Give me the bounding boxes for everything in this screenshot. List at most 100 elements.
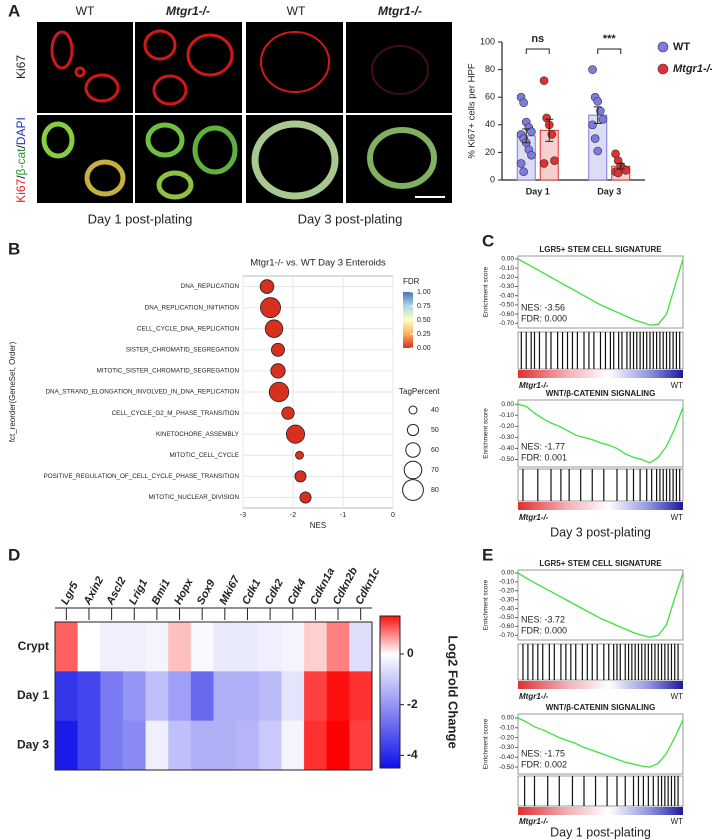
caption: Day 3 post-plating xyxy=(298,211,403,226)
dot xyxy=(271,342,285,357)
size-legend-marker xyxy=(408,405,418,415)
heat-cell xyxy=(55,720,78,771)
heat-cell xyxy=(77,720,101,771)
legend-label: WT xyxy=(673,41,690,53)
annotation: NES: -3.56 xyxy=(521,302,565,312)
heat-cell xyxy=(304,671,328,721)
stain-part: / xyxy=(14,145,28,149)
rank-gradient xyxy=(518,681,683,689)
colorbar-label: 1.00 xyxy=(417,289,431,296)
dot xyxy=(294,470,307,483)
size-legend-label: 70 xyxy=(431,467,439,474)
row-label: Crypt xyxy=(18,639,49,653)
heat-cell xyxy=(236,671,260,721)
colorbar xyxy=(403,292,413,348)
y-tick-label: -0.10 xyxy=(499,725,514,732)
heat-cell xyxy=(281,622,305,672)
dot xyxy=(299,491,312,504)
y-tick-label: CELL_CYCLE_DNA_REPLICATION xyxy=(137,325,240,332)
annotation: *** xyxy=(603,33,617,45)
heat-cell xyxy=(122,622,146,672)
panel-label: D xyxy=(8,545,20,564)
x-tick-label: Day 3 xyxy=(597,186,621,196)
heatmap-frame xyxy=(54,621,373,771)
caption: Day 1 post-plating xyxy=(88,211,193,226)
heat-cell xyxy=(55,671,78,721)
stain-part: Ki67 xyxy=(14,178,28,202)
column-label: WT xyxy=(76,4,95,18)
heat-cell xyxy=(168,671,192,721)
annotation: ns xyxy=(531,33,544,45)
dot xyxy=(268,381,290,403)
row-label: Ki67 xyxy=(14,55,28,79)
micrographs: WT Mtgr1-/- WT Mtgr1-/- Ki67 Ki67/β-cat/… xyxy=(14,4,452,226)
enrichment-line xyxy=(517,403,684,464)
data-point xyxy=(519,167,528,177)
stain-ki67 xyxy=(50,29,429,106)
y-tick-label: -0.60 xyxy=(499,623,514,630)
y-tick-label: 0.00 xyxy=(501,715,514,722)
x-tick-label: -2 xyxy=(290,512,296,519)
y-axis-label: Enrichment score xyxy=(483,579,490,630)
column-label: Cdk2 xyxy=(263,577,286,606)
stain-part: / xyxy=(14,175,28,179)
heat-cell xyxy=(122,671,146,721)
dot xyxy=(259,279,275,294)
data-point xyxy=(590,134,600,143)
image xyxy=(246,115,343,203)
heat-cell xyxy=(281,671,305,721)
column-label: Hopx xyxy=(172,576,196,607)
y-tick-label: MITOTIC_NUCLEAR_DIVISION xyxy=(148,494,239,501)
chart-title: LGR5+ STEM CELL SIGNATURE xyxy=(539,559,662,568)
heat-cell xyxy=(145,720,169,771)
y-tick-label: 0.00 xyxy=(501,256,514,263)
legend-title: TagPercent xyxy=(399,387,440,396)
y-tick-label: -0.30 xyxy=(499,744,514,751)
x-axis-label: NES xyxy=(310,521,326,530)
legend-label: Mtgr1-/- xyxy=(673,63,712,75)
y-tick-label: -0.20 xyxy=(499,587,514,594)
annotation: FDR: 0.000 xyxy=(521,625,567,635)
colorbar-title: Log2 Fold Change xyxy=(446,635,461,748)
rank-gradient xyxy=(518,502,683,510)
annotation: NES: -3.72 xyxy=(521,614,565,624)
heat-cell xyxy=(326,671,350,721)
heat-cell xyxy=(213,622,237,672)
plot-area xyxy=(517,569,684,641)
y-tick-label: 20 xyxy=(485,147,495,157)
y-tick-label: DNA_STRAND_ELONGATION_INVOLVED_IN_DNA_RE… xyxy=(45,389,239,396)
heat-cell xyxy=(349,671,373,721)
panel-label: E xyxy=(482,545,493,564)
x-end-label: WT xyxy=(671,381,684,390)
size-legend-label: 40 xyxy=(431,407,439,414)
annotation: FDR: 0.002 xyxy=(521,759,567,769)
y-tick-label: MITOTIC_SISTER_CHROMATID_SEGREGATION xyxy=(97,368,240,375)
x-end-label: Mtgr1-/- xyxy=(519,817,549,826)
y-tick-label: 0.00 xyxy=(501,570,514,577)
heat-cell xyxy=(168,622,192,672)
heat-cell xyxy=(281,720,305,771)
y-tick-label: -0.20 xyxy=(499,423,514,430)
heat-cell xyxy=(213,720,237,771)
data-point xyxy=(527,127,536,136)
bracket xyxy=(525,48,550,54)
hit-box xyxy=(517,468,684,502)
annotation: FDR: 0.000 xyxy=(521,313,567,323)
plot-area xyxy=(517,255,684,329)
heat-cell xyxy=(190,720,214,771)
y-tick-label: 100 xyxy=(480,36,495,46)
y-tick-label: -0.10 xyxy=(499,412,514,419)
y-tick-label: 0 xyxy=(490,174,495,184)
heat-cell xyxy=(145,622,169,672)
heat-cell xyxy=(349,720,373,771)
heat-cell xyxy=(145,671,169,721)
colorbar-label: 0.50 xyxy=(417,317,431,324)
heat-cell xyxy=(326,720,350,771)
legend-marker xyxy=(657,63,669,75)
y-tick-label: 40 xyxy=(485,119,495,129)
y-tick-label: -0.20 xyxy=(499,274,514,281)
column-label: Axin2 xyxy=(81,575,106,608)
data-point xyxy=(539,159,549,168)
enrichment-line xyxy=(517,717,684,768)
